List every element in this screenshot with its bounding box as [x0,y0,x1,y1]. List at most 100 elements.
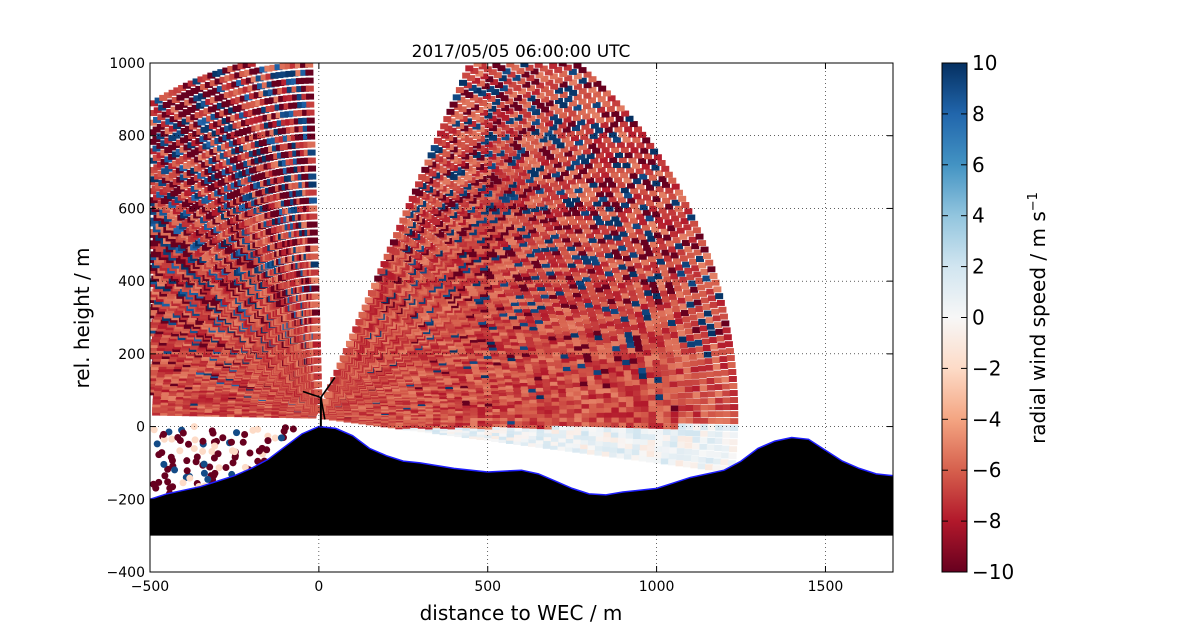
scan-point [681,282,690,289]
scan-point [506,224,515,231]
scan-point [598,353,607,360]
scan-point [550,296,559,303]
scan-point [544,411,553,418]
scan-point [700,398,709,405]
scan-point [677,386,686,393]
scan-point [580,338,589,345]
scan-point [543,438,552,445]
scan-point [377,268,386,275]
scan-point [542,376,551,383]
scan-point [607,224,616,231]
scan-point [590,195,599,202]
scan-point [565,437,574,444]
scan-point [500,332,509,339]
scan-point [674,285,683,292]
scan-point [684,448,693,455]
scan-point [508,279,517,286]
scan-point [531,258,540,265]
scan-point [539,273,548,280]
scan-point [573,385,582,392]
scan-point [640,333,649,340]
scan-point [342,348,351,355]
scan-point [522,121,531,128]
scan-point [506,395,515,402]
scan-point [533,370,542,377]
scan-point [540,292,549,299]
scan-point [546,153,555,160]
scan-point [603,392,612,399]
scan-point [492,421,501,428]
scan-point [576,324,585,331]
scan-point [503,258,512,265]
scan-point [467,75,476,82]
scan-point [579,380,588,387]
scan-point [649,281,658,288]
scan-point [558,436,567,443]
scan-point [651,226,660,233]
scan-point [521,429,530,436]
scan-point [623,369,632,376]
scan-point [690,366,699,373]
scan-point [573,398,582,405]
scan-point [580,389,589,396]
scan-point [625,390,634,397]
scan-point [508,239,517,246]
scan-point [527,341,536,348]
scan-point [554,98,563,105]
scan-point [533,234,542,241]
scan-point [512,257,521,264]
scan-point [522,207,531,214]
scan-point [677,249,686,256]
scan-point [693,404,702,411]
scan-point [661,296,670,303]
scan-point [633,427,642,434]
scan-point [595,383,604,390]
scan-point [549,338,558,345]
scan-point [411,188,420,195]
scan-point [612,161,621,168]
scan-point [554,269,563,276]
scan-point [521,244,530,251]
scan-point [586,370,595,377]
scan-point [576,177,585,184]
scan-point [636,316,645,323]
scan-point [506,428,515,435]
scan-point [608,371,617,378]
scan-point [705,259,714,266]
scan-point [607,95,616,102]
scan-point [361,304,370,311]
scan-point [510,368,519,375]
scan-point [586,177,595,184]
scan-point [505,118,514,125]
scan-point [530,306,539,313]
scan-point [519,299,528,306]
scan-point [544,419,553,426]
scan-point [707,266,716,273]
scan-point [480,129,489,136]
scan-point [522,91,531,98]
scan-point [642,179,651,186]
scan-point [550,383,559,390]
scan-point [674,189,683,196]
scan-point [467,111,476,118]
scan-point [492,63,501,69]
scan-point [699,385,708,392]
scan-point [686,230,695,237]
scan-point [610,121,619,128]
scan-point [433,137,442,144]
scan-point [466,101,475,108]
scan-point [550,342,559,349]
scan-point [501,114,510,121]
scan-point [571,159,580,166]
scan-point [576,357,585,364]
scan-point [513,438,522,445]
scan-point [624,302,633,309]
scan-point [642,209,651,216]
scan-point [692,227,701,234]
scan-point [655,186,664,193]
scan-point [421,166,430,173]
scan-point [624,374,633,381]
scan-point [551,395,560,402]
scan-point [693,411,702,418]
scan-point [609,330,618,337]
